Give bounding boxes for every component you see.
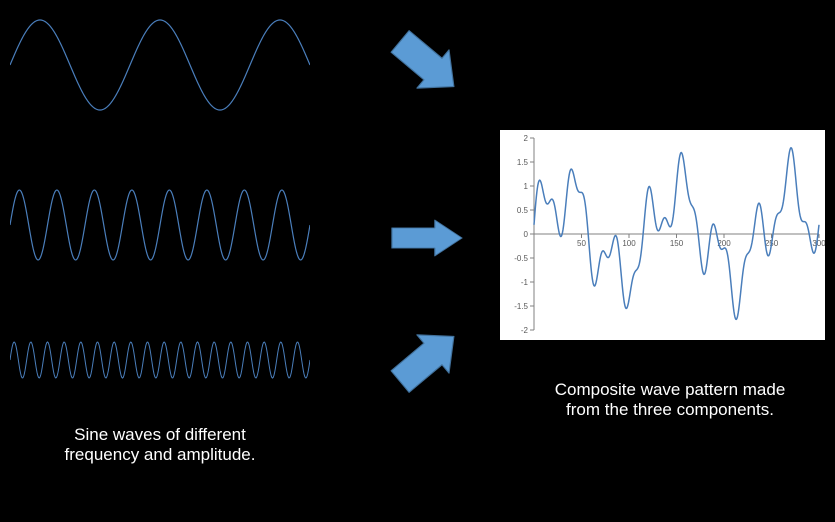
right-caption-line2: from the three components. [566, 400, 774, 419]
composite-chart: -2-1.5-1-0.500.511.5250100150200250300 [500, 130, 825, 340]
svg-text:-2: -2 [521, 326, 529, 335]
svg-text:150: 150 [670, 239, 684, 248]
wave-low-freq [10, 10, 310, 120]
svg-text:0.5: 0.5 [517, 206, 529, 215]
right-caption-line1: Composite wave pattern made [555, 380, 786, 399]
diagram-root: Sine waves of different frequency and am… [0, 0, 835, 522]
svg-text:50: 50 [577, 239, 586, 248]
arrow-bottom [388, 320, 466, 398]
svg-text:-1.5: -1.5 [514, 302, 528, 311]
svg-text:2: 2 [524, 134, 529, 143]
wave-mid-freq [10, 175, 310, 275]
svg-text:-0.5: -0.5 [514, 254, 528, 263]
svg-text:-1: -1 [521, 278, 529, 287]
arrow-top [388, 25, 466, 103]
svg-text:0: 0 [524, 230, 529, 239]
arrow-middle [388, 210, 466, 266]
left-caption-line1: Sine waves of different [74, 425, 246, 444]
left-caption: Sine waves of different frequency and am… [10, 425, 310, 465]
svg-text:1: 1 [524, 182, 529, 191]
svg-text:300: 300 [812, 239, 825, 248]
svg-text:100: 100 [622, 239, 636, 248]
svg-text:1.5: 1.5 [517, 158, 529, 167]
right-caption: Composite wave pattern made from the thr… [530, 380, 810, 420]
left-caption-line2: frequency and amplitude. [65, 445, 256, 464]
wave-high-freq [10, 330, 310, 390]
